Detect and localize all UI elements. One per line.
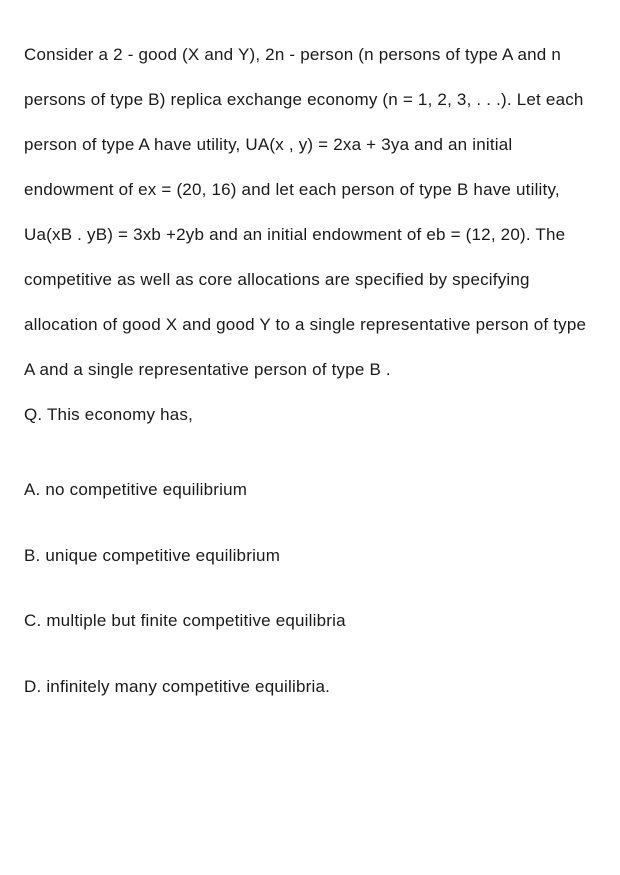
option-a: A. no competitive equilibrium: [24, 477, 596, 503]
option-c-text: C. multiple but finite competitive equil…: [24, 611, 346, 630]
option-c: C. multiple but finite competitive equil…: [24, 608, 596, 634]
option-d-text: D. infinitely many competitive equilibri…: [24, 677, 330, 696]
option-b: B. unique competitive equilibrium: [24, 543, 596, 569]
question-context-paragraph: Consider a 2 - good (X and Y), 2n - pers…: [24, 32, 596, 392]
option-b-text: B. unique competitive equilibrium: [24, 546, 280, 565]
question-prompt: Q. This economy has,: [24, 392, 596, 437]
option-a-text: A. no competitive equilibrium: [24, 480, 247, 499]
option-d: D. infinitely many competitive equilibri…: [24, 674, 596, 700]
